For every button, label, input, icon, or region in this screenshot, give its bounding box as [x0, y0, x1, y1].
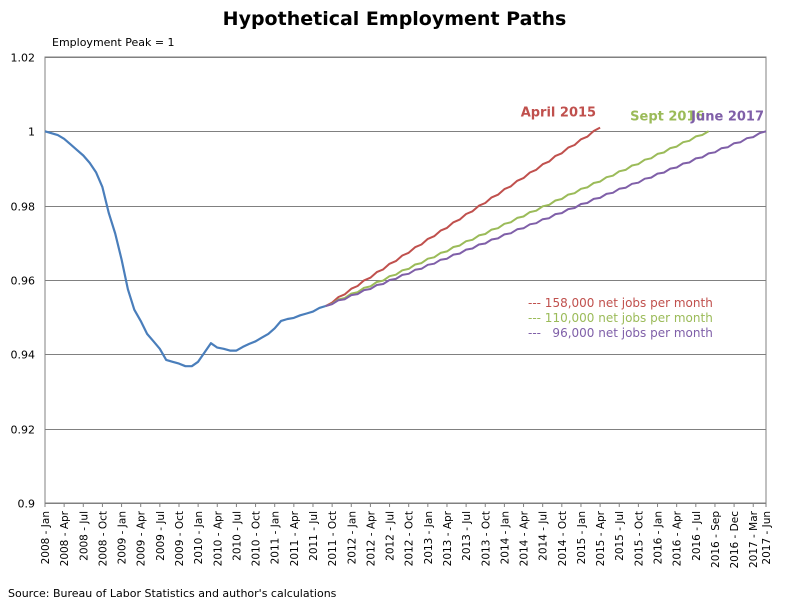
- x-tick-label: 2014 - Jul: [538, 511, 550, 561]
- x-tick-label: 2011 - Jan: [270, 511, 282, 564]
- x-tick-label: 2010 - Jan: [193, 511, 205, 564]
- x-tick-label: 2008 - Jan: [40, 511, 52, 564]
- legend: --- 158,000 net jobs per month--- 110,00…: [528, 296, 713, 340]
- legend-entry-158k: --- 158,000 net jobs per month: [528, 296, 713, 310]
- x-tick-label: 2008 - Jul: [78, 511, 90, 561]
- chart-subtitle: Employment Peak = 1: [52, 36, 175, 49]
- x-tick-label: 2015 - Oct: [633, 511, 645, 566]
- annotation-april-2015: April 2015: [521, 106, 596, 121]
- x-tick-label: 2017 - Mar: [748, 510, 760, 568]
- x-tick-label: 2012 - Jul: [385, 511, 397, 561]
- x-tick-label: 2013 - Apr: [442, 510, 454, 566]
- x-tick-label: 2013 - Jul: [461, 511, 473, 561]
- x-tick-label: 2016 - Dec: [729, 511, 741, 569]
- series-line-96k: [325, 130, 767, 307]
- legend-entry-96k: --- 96,000 net jobs per month: [528, 326, 713, 340]
- x-tick-label: 2017 - Jun: [761, 511, 773, 565]
- y-tick-label: 0.9: [18, 498, 36, 511]
- x-tick-label: 2009 - Jan: [117, 511, 129, 564]
- y-axis: 0.9 0.92 0.94 0.96 0.98 1 1.02: [11, 52, 36, 511]
- x-axis: 2008 - Jan 2008 - Apr 2008 - Jul 2008 - Oct…: [40, 503, 773, 569]
- x-tick-label: 2015 - Apr: [595, 510, 607, 566]
- chart-title: Hypothetical Employment Paths: [222, 8, 567, 30]
- series-line-actual-employment: [44, 130, 327, 368]
- y-tick-label: 0.98: [11, 201, 36, 214]
- x-tick-label: 2016 - Jan: [653, 511, 665, 564]
- x-tick-label: 2008 - Oct: [97, 511, 109, 566]
- y-tick-label: 0.92: [11, 424, 36, 437]
- x-tick-label: 2013 - Oct: [480, 511, 492, 566]
- x-tick-label: 2016 - Jul: [691, 511, 703, 561]
- x-tick-label: 2009 - Jul: [155, 511, 167, 561]
- series-line-110k: [325, 130, 710, 307]
- x-tick-label: 2013 - Jan: [423, 511, 435, 564]
- x-tick-label: 2014 - Apr: [519, 510, 531, 566]
- x-tick-label: 2009 - Oct: [174, 511, 186, 566]
- x-tick-label: 2012 - Apr: [365, 510, 377, 566]
- gridlines: [44, 56, 767, 504]
- y-tick-label: 0.96: [11, 275, 36, 288]
- y-tick-label: 1.02: [11, 52, 36, 65]
- annotation-sept-2016: Sept 2016: [630, 109, 704, 124]
- x-tick-label: 2015 - Jul: [614, 511, 626, 561]
- legend-entry-110k: --- 110,000 net jobs per month: [528, 311, 713, 325]
- source-note: Source: Bureau of Labor Statistics and a…: [8, 587, 337, 600]
- x-tick-label: 2012 - Jan: [346, 511, 358, 564]
- annotation-june-2017: June 2017: [690, 109, 764, 124]
- series-lines: [44, 126, 767, 368]
- x-tick-label: 2016 - Sep: [710, 511, 722, 568]
- x-tick-label: 2011 - Oct: [327, 511, 339, 566]
- x-tick-label: 2010 - Oct: [251, 511, 263, 566]
- y-tick-label: 0.94: [11, 349, 36, 362]
- x-tick-label: 2010 - Apr: [212, 510, 224, 566]
- x-tick-label: 2015 - Jan: [576, 511, 588, 564]
- x-tick-label: 2008 - Apr: [59, 510, 71, 566]
- x-tick-label: 2014 - Oct: [557, 511, 569, 566]
- x-tick-label: 2009 - Apr: [136, 510, 148, 566]
- x-tick-label: 2014 - Jan: [499, 511, 511, 564]
- x-tick-label: 2012 - Oct: [404, 511, 416, 566]
- x-tick-label: 2011 - Apr: [289, 510, 301, 566]
- x-tick-label: 2010 - Jul: [231, 511, 243, 561]
- x-tick-label: 2011 - Jul: [308, 511, 320, 561]
- series-line-158k: [325, 126, 601, 307]
- y-tick-label: 1: [28, 126, 35, 139]
- x-tick-label: 2016 - Apr: [672, 510, 684, 566]
